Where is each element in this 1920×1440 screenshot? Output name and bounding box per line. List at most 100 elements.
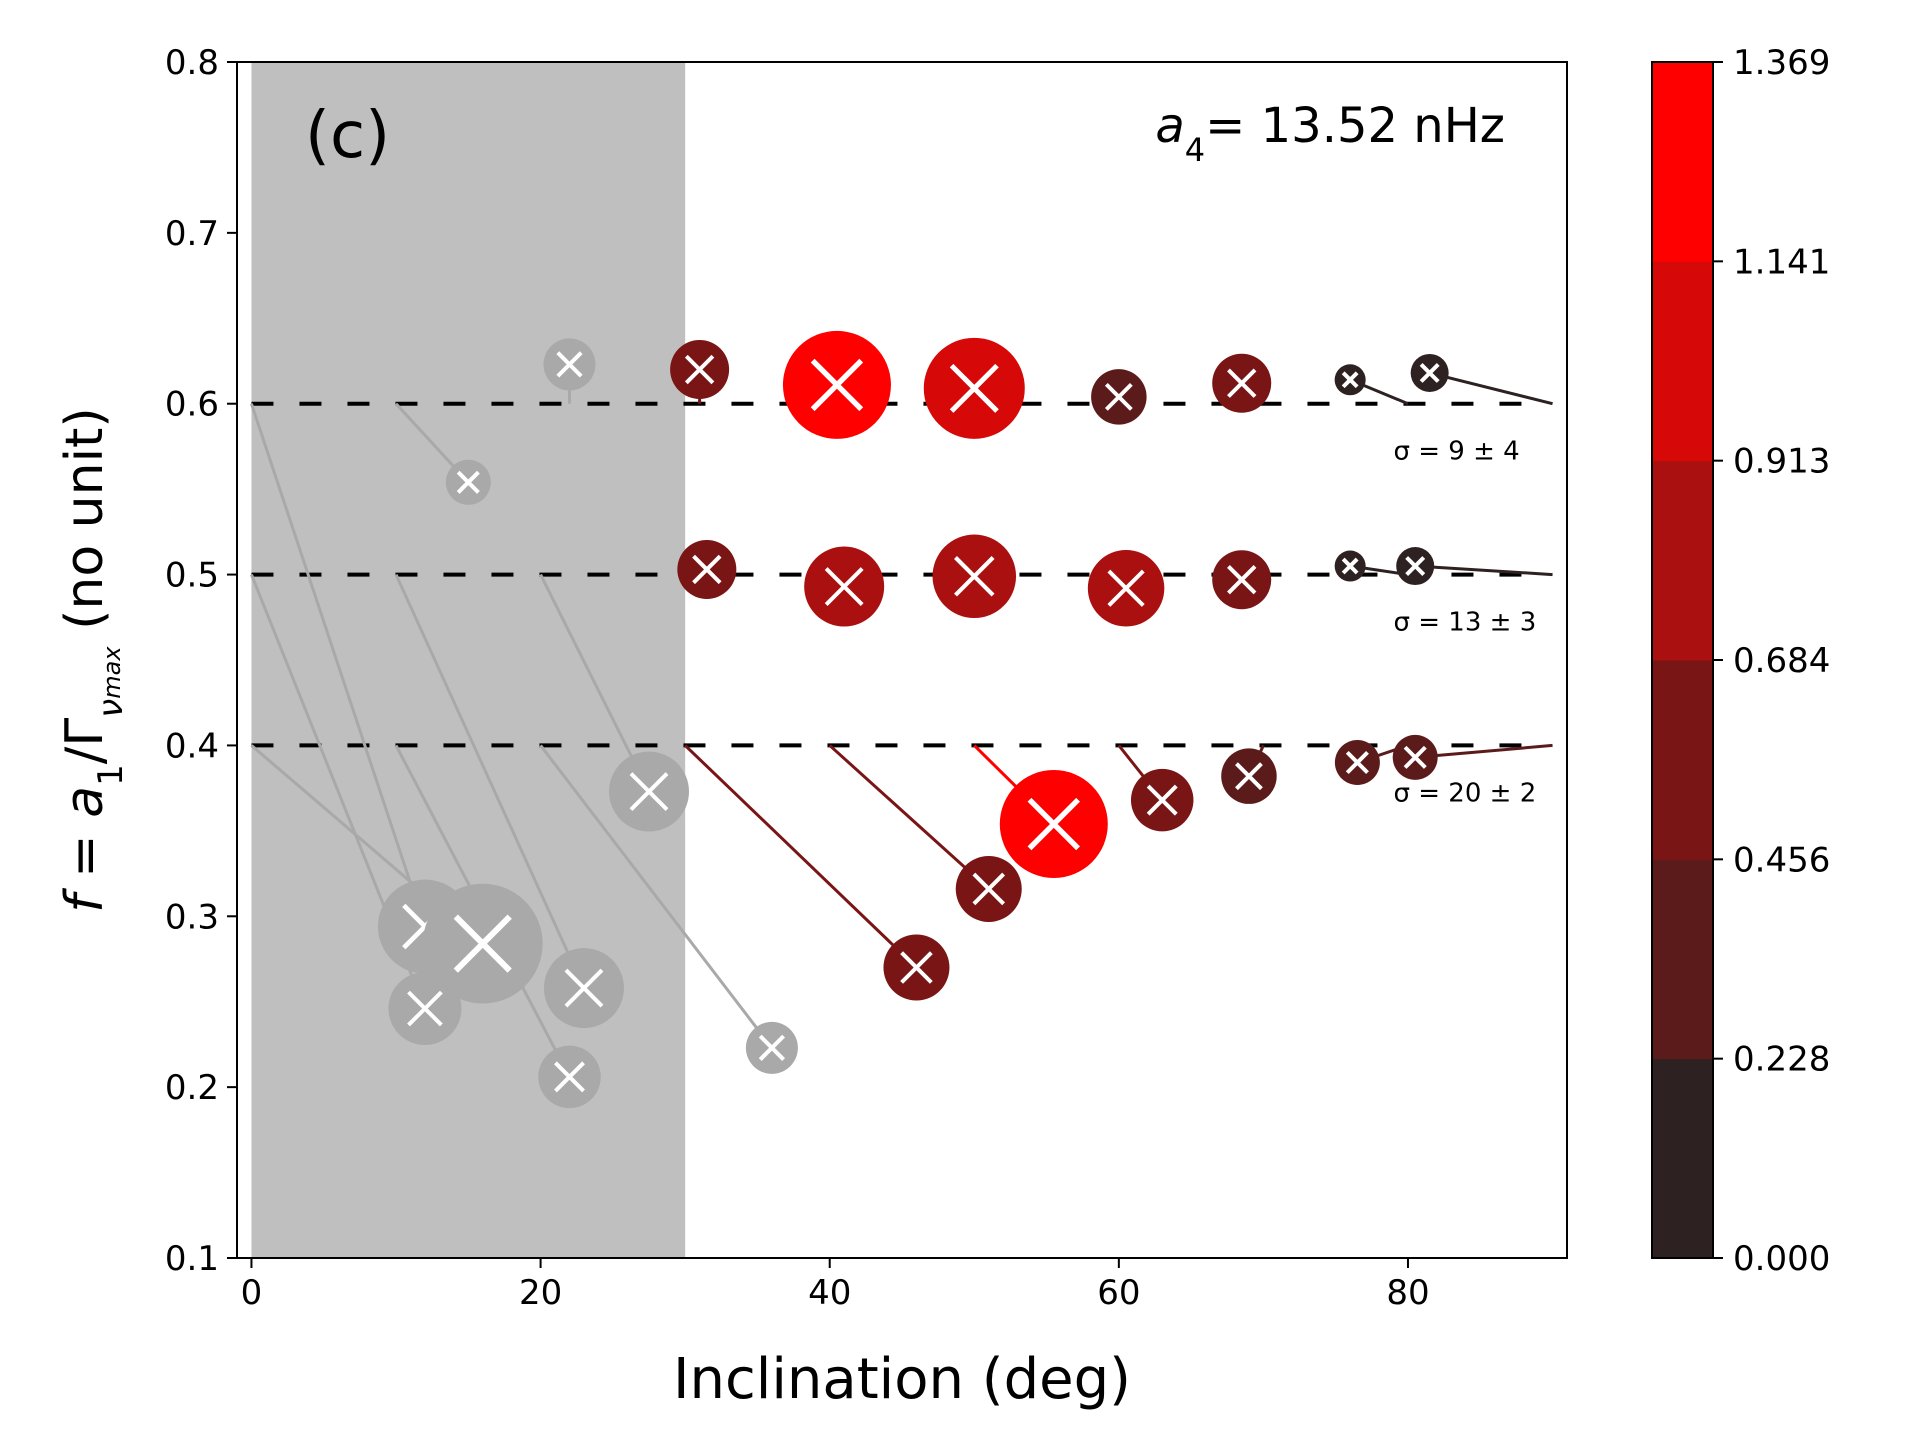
data-point-cross (949, 363, 999, 413)
connector-line (684, 744, 918, 969)
data-point-cross (758, 1034, 786, 1061)
annotation-a4: a4= 13.52 nHz (1155, 98, 1505, 169)
data-point-cross (1341, 557, 1359, 575)
data-point-cross (810, 358, 864, 412)
y-axis-label: f = a1/Γνmax (no unit) (55, 407, 131, 912)
data-point-cross (692, 554, 722, 585)
y-tick-label: 0.1 (165, 1239, 219, 1279)
connector-line (394, 573, 586, 989)
y-tick-label: 0.4 (165, 726, 219, 766)
colorbar-band (1652, 460, 1713, 661)
plot-frame (236, 61, 1568, 1259)
data-point (543, 338, 596, 391)
colorbar-tick-label: 1.369 (1733, 43, 1830, 83)
data-point (538, 1045, 601, 1109)
data-point-cross (1227, 368, 1257, 398)
data-point (1334, 740, 1380, 786)
data-point-cross (554, 1061, 585, 1093)
colorbar-band (1652, 859, 1713, 1060)
data-point-cross (629, 772, 669, 811)
data-point-cross (954, 556, 995, 597)
data-point (955, 855, 1022, 922)
panel-label: (c) (305, 99, 390, 173)
sigma-label: σ = 13 ± 3 (1394, 608, 1537, 638)
colorbar-tick-label: 1.141 (1733, 242, 1830, 282)
sigma-labels: σ = 9 ± 4 σ = 13 ± 3 σ = 20 ± 2 (1394, 437, 1537, 809)
data-point (1396, 547, 1435, 586)
x-axis-label: Inclination (deg) (673, 1347, 1131, 1412)
data-point-cross (1235, 762, 1263, 791)
colorbar-tick-label: 0.000 (1733, 1239, 1830, 1279)
data-point (677, 539, 737, 599)
data-point-cross (972, 872, 1006, 906)
data-point-cross (1227, 565, 1257, 595)
data-point (1392, 734, 1438, 780)
x-axis-ticks: 0 20 40 60 80 (241, 1258, 1430, 1313)
y-tick-label: 0.5 (165, 556, 219, 596)
data-point-cross (453, 914, 512, 973)
data-point (883, 934, 950, 1001)
data-point (670, 340, 730, 400)
data-point-cross (900, 951, 933, 984)
data-point (445, 459, 491, 505)
y-tick-label: 0.2 (165, 1068, 219, 1108)
y-tick-label: 0.3 (165, 897, 219, 937)
data-point-cross (407, 990, 443, 1027)
colorbar-band (1652, 660, 1713, 860)
y-tick-label: 0.7 (165, 214, 219, 254)
x-tick-label: 60 (1097, 1273, 1140, 1313)
data-point (932, 534, 1017, 619)
data-point (923, 337, 1025, 439)
data-point-cross (1405, 556, 1426, 576)
data-point (1334, 364, 1366, 396)
data-point (1091, 369, 1147, 425)
colorbar-band (1652, 1058, 1713, 1259)
data-point-cross (456, 470, 480, 494)
connector-line (539, 744, 774, 1049)
data-point-cross (556, 351, 583, 378)
data-point-cross (684, 354, 715, 385)
data-point (782, 330, 891, 439)
data-point-cross (1027, 797, 1080, 851)
data-points (377, 330, 1449, 1109)
x-tick-label: 20 (519, 1273, 562, 1313)
y-tick-label: 0.6 (165, 385, 219, 425)
data-point (1221, 748, 1277, 804)
data-point (1212, 353, 1272, 413)
data-point (1410, 353, 1449, 392)
shaded-region (251, 62, 686, 1258)
colorbar-tick-label: 0.684 (1733, 641, 1830, 681)
data-point (1087, 549, 1165, 627)
data-point-cross (1104, 382, 1133, 411)
y-tick-label: 0.8 (165, 43, 219, 83)
data-point-cross (824, 567, 864, 606)
data-point-cross (1107, 569, 1145, 607)
colorbar-tick-label: 0.456 (1733, 840, 1830, 880)
data-point (745, 1021, 798, 1074)
colorbar-band (1652, 261, 1713, 462)
sigma-label: σ = 9 ± 4 (1394, 437, 1520, 467)
colorbar-tick-label: 0.228 (1733, 1040, 1830, 1080)
connector-line (250, 403, 427, 928)
data-point (999, 770, 1108, 879)
data-point-cross (1419, 362, 1440, 383)
data-point-cross (564, 968, 604, 1008)
colorbar-band (1652, 62, 1713, 262)
data-point (804, 546, 885, 627)
x-tick-label: 80 (1386, 1273, 1429, 1313)
colorbar-tick-label: 0.913 (1733, 442, 1830, 482)
connector-line (1415, 564, 1553, 577)
data-point (422, 883, 543, 1004)
data-point (609, 751, 690, 832)
data-point (388, 972, 462, 1046)
data-point (1130, 768, 1194, 832)
data-point-cross (1341, 371, 1359, 389)
colorbar: 0.000 0.228 0.456 0.684 0.913 1.141 1.369 (1651, 43, 1830, 1279)
connector-line (1429, 371, 1553, 406)
data-point-cross (1146, 784, 1178, 816)
data-point (1334, 550, 1366, 582)
data-point (1212, 550, 1272, 610)
x-tick-label: 40 (808, 1273, 851, 1313)
connector-line (1415, 743, 1553, 759)
